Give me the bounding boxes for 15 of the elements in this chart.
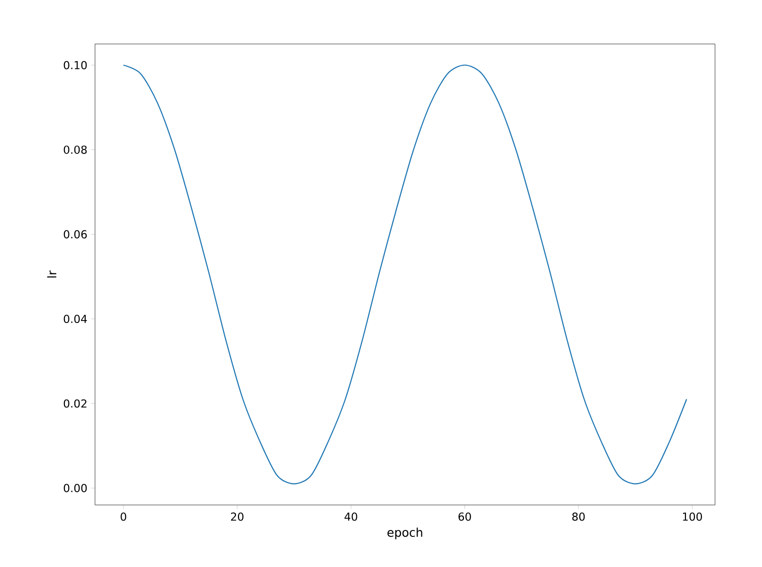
x-axis-title: epoch bbox=[387, 528, 422, 540]
y-tick-label: 0.02 bbox=[64, 399, 86, 408]
x-tick-label: 40 bbox=[344, 512, 358, 521]
x-tick-label: 100 bbox=[683, 512, 702, 521]
y-tick-label: 0.08 bbox=[64, 146, 87, 154]
line-series bbox=[122, 64, 688, 484]
x-tick-label: 20 bbox=[231, 512, 244, 521]
y-tick-label: 0.10 bbox=[64, 60, 87, 70]
x-tick-label: 60 bbox=[458, 512, 471, 521]
y-tick-label: 0.04 bbox=[64, 314, 87, 324]
x-tick-label: 0 bbox=[120, 512, 126, 521]
x-tick-label: 80 bbox=[572, 512, 585, 521]
y-tick-label: 0.06 bbox=[64, 230, 87, 238]
y-axis-title: lr bbox=[47, 270, 56, 278]
y-tick-label: 0.00 bbox=[64, 484, 87, 492]
